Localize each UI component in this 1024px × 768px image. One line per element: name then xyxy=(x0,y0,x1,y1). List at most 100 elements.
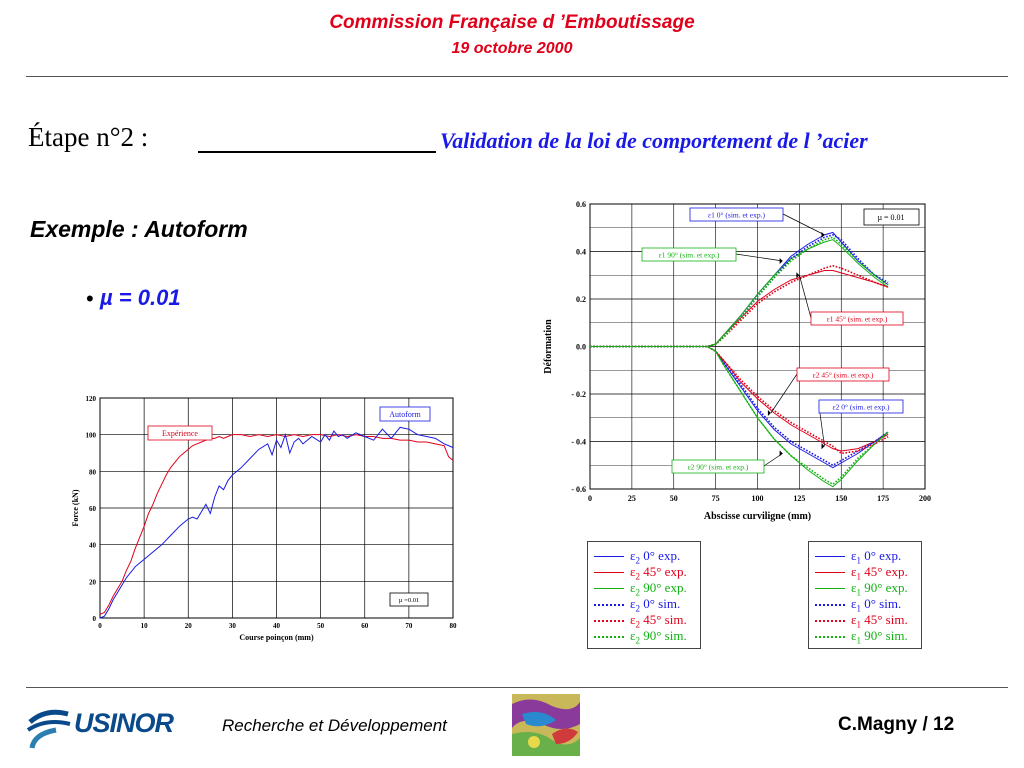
annotation-label: ε2 45° (sim. et exp.) xyxy=(813,371,874,380)
annotation-arrow xyxy=(770,373,798,414)
x-tick-label: 50 xyxy=(670,494,678,503)
y-tick-label: 100 xyxy=(86,432,97,440)
y-tick-label: 120 xyxy=(86,395,97,403)
x-tick-label: 40 xyxy=(273,622,281,630)
legend-swatch xyxy=(815,572,845,573)
x-tick-label: 125 xyxy=(793,494,805,503)
annotation-label: ε2 90° (sim. et exp.) xyxy=(688,463,749,472)
annotation-label: ε1 0° (sim. et exp.) xyxy=(708,211,765,220)
legend-item: ε2 45° exp. xyxy=(588,564,700,582)
annotation-box xyxy=(671,459,765,474)
annotation-label: ε1 90° (sim. et exp.) xyxy=(659,251,720,260)
annotation-mu: µ = 0.01 xyxy=(877,213,904,222)
legend-label: ε1 90° sim. xyxy=(851,628,908,646)
legend-swatch xyxy=(594,572,624,573)
legend-item: ε2 0° exp. xyxy=(588,548,700,566)
legend-item: ε2 0° sim. xyxy=(588,596,700,614)
legend-label: ε1 45° exp. xyxy=(851,564,908,582)
annotation-experience: Expérience xyxy=(162,429,198,438)
legend-item: ε2 45° sim. xyxy=(588,612,700,630)
arrow-head-icon xyxy=(779,258,783,264)
legend-label: ε1 0° exp. xyxy=(851,548,902,566)
series-line-11 xyxy=(590,345,889,486)
arrow-head-icon xyxy=(821,443,825,450)
legend-label: ε2 45° sim. xyxy=(630,612,687,630)
legend-item: ε1 90° sim. xyxy=(809,628,921,646)
x-tick-label: 50 xyxy=(317,622,325,630)
footer-divider xyxy=(26,687,1008,688)
legend-item: ε1 45° exp. xyxy=(809,564,921,582)
step-underline xyxy=(198,151,436,153)
legend-swatch xyxy=(594,636,624,638)
y-tick-label: 80 xyxy=(89,468,97,476)
x-tick-label: 0 xyxy=(588,494,592,503)
arrow-head-icon xyxy=(796,272,800,279)
force-chart: 0 20 40 60 80 100 120 0 10 20 30 40 50 60 70 80 Course p… xyxy=(71,395,458,642)
deformation-chart: 0.6 0.4 0.2 0.0 - 0.2 - 0.4 - 0.60 25 50 75 100 125… xyxy=(543,200,931,522)
legend-item: ε2 90° exp. xyxy=(588,580,700,598)
legend-item: ε1 45° sim. xyxy=(809,612,921,630)
annotation-box xyxy=(796,367,890,382)
legend-swatch xyxy=(594,556,624,557)
legend-label: ε2 90° exp. xyxy=(630,580,687,598)
y-axis-label: Déformation xyxy=(543,319,554,374)
x-tick-label: 100 xyxy=(752,494,764,503)
y-axis-label: Force (kN) xyxy=(71,489,80,526)
y-tick-label: 0.2 xyxy=(576,295,586,304)
legend-label: ε1 45° sim. xyxy=(851,612,908,630)
legend-swatch xyxy=(815,636,845,638)
footer-department: Recherche et Développement xyxy=(222,716,447,735)
example-heading: Exemple : Autoform xyxy=(30,216,248,242)
y-tick-label: - 0.4 xyxy=(571,438,586,447)
x-axis-label: Course poinçon (mm) xyxy=(239,633,314,642)
x-tick-label: 75 xyxy=(712,494,720,503)
legend-label: ε2 0° sim. xyxy=(630,596,681,614)
annotation-label: ε2 0° (sim. et exp.) xyxy=(833,403,890,412)
legend-swatch xyxy=(815,620,845,622)
legend-swatch xyxy=(815,556,845,557)
arrow-head-icon xyxy=(821,231,825,238)
legend-item: ε1 0° sim. xyxy=(809,596,921,614)
x-tick-label: 0 xyxy=(98,622,102,630)
series-line-1 xyxy=(99,426,454,619)
annotation-arrow xyxy=(782,213,825,236)
annotation-box xyxy=(641,247,737,262)
annotation-box-autoform xyxy=(379,406,431,422)
legend-item: ε2 90° sim. xyxy=(588,628,700,646)
legend-swatch xyxy=(594,604,624,606)
header-date: 19 octobre 2000 xyxy=(451,40,573,57)
legend-swatch xyxy=(815,588,845,589)
bullet-icon: • xyxy=(86,286,94,311)
annotation-arrow xyxy=(799,275,812,319)
legend-label: ε2 45° exp. xyxy=(630,564,687,582)
legend-item: ε1 90° exp. xyxy=(809,580,921,598)
mu-value: µ = 0.01 xyxy=(100,285,181,310)
legend-swatch xyxy=(594,620,624,622)
legend-epsilon2: ε2 0° exp. ε2 45° exp. ε2 90° exp. ε2 0° si… xyxy=(587,541,701,649)
x-tick-label: 150 xyxy=(835,494,847,503)
step-label: Étape n°2 : xyxy=(28,122,149,152)
legend-swatch xyxy=(815,604,845,606)
arrow-head-icon xyxy=(767,410,771,416)
x-tick-label: 80 xyxy=(450,622,458,630)
series-line-5 xyxy=(590,236,889,348)
x-tick-label: 20 xyxy=(185,622,193,630)
x-axis-label: Abscisse curviligne (mm) xyxy=(704,511,811,522)
y-tick-label: 0.4 xyxy=(576,248,586,257)
legend-swatch xyxy=(594,588,624,589)
x-tick-label: 70 xyxy=(405,622,413,630)
x-tick-label: 175 xyxy=(877,494,889,503)
y-tick-label: - 0.6 xyxy=(571,485,586,494)
legend-epsilon1: ε1 0° exp. ε1 45° exp. ε1 90° exp. ε1 0° si… xyxy=(808,541,922,649)
x-tick-label: 60 xyxy=(361,622,369,630)
y-tick-label: 0.0 xyxy=(576,343,586,352)
y-tick-label: 0.6 xyxy=(576,200,586,209)
annotation-box-experience xyxy=(147,425,213,441)
annotation-label: ε1 45° (sim. et exp.) xyxy=(827,315,888,324)
y-tick-label: 40 xyxy=(89,542,97,550)
annotation-arrow xyxy=(735,253,783,262)
annotation-box xyxy=(689,207,784,222)
usinor-logo-icon xyxy=(26,709,71,749)
y-tick-label: 0 xyxy=(93,615,97,623)
legend-item: ε1 0° exp. xyxy=(809,548,921,566)
